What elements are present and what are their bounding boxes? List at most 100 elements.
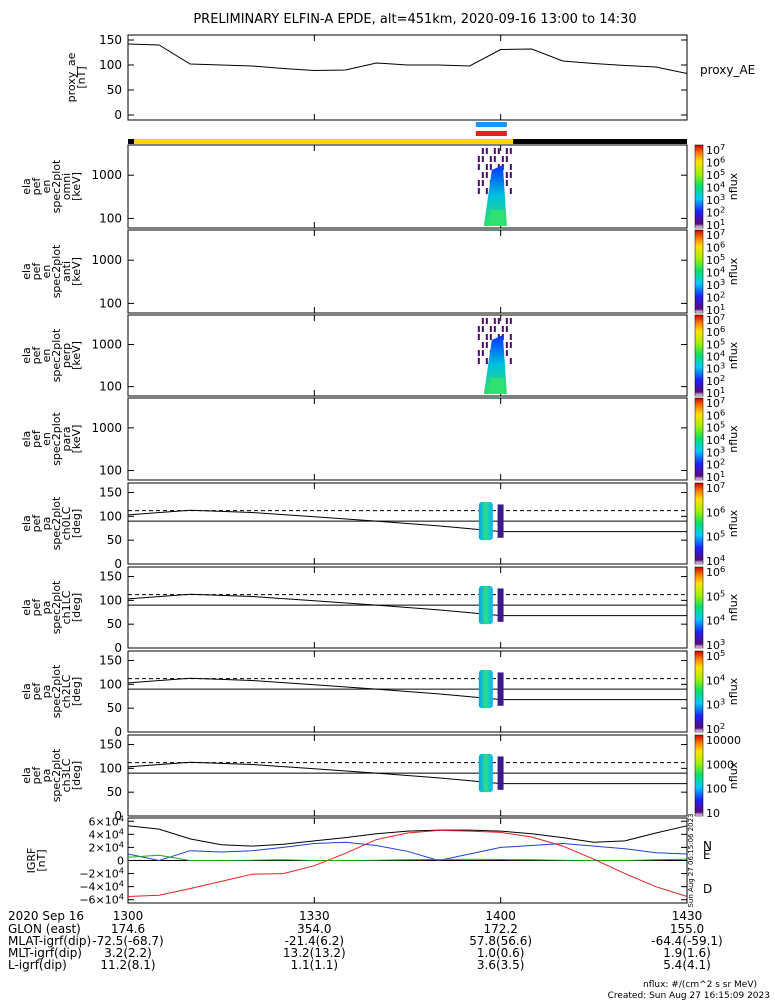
state-bar-segment xyxy=(128,139,135,144)
ae-ticklabel: 0 xyxy=(114,108,122,122)
energy-2-cb-label: 103 xyxy=(706,361,725,376)
energy-speckle xyxy=(477,156,480,162)
energy-ytick-label: 100 xyxy=(99,380,122,394)
pitch-3-ticklabel: 0 xyxy=(114,809,122,823)
pitch-flux-block xyxy=(478,586,493,625)
energy-ylabel-3-line: [keV] xyxy=(70,425,83,454)
energy-ylabel-2-line: ela xyxy=(20,347,33,364)
energy-speckle xyxy=(481,326,484,332)
energy-ylabel-2-line: [keV] xyxy=(70,341,83,370)
energy-speckle xyxy=(489,164,492,170)
energy-ylabel-2-line: perp xyxy=(60,343,73,368)
igrf-ylabel-line: [nT] xyxy=(35,849,48,871)
created-note: Created: Sun Aug 27 16:15:09 2023 xyxy=(608,991,770,1000)
energy-speckle xyxy=(481,172,484,178)
energy-speckle xyxy=(477,358,480,364)
footer-row-label: GLON (east) xyxy=(8,922,81,936)
pitch-ylabel-0-line: pa xyxy=(40,517,53,531)
energy-3-cb-label: 106 xyxy=(706,407,725,422)
pitch-0-cb-label: 105 xyxy=(706,529,725,544)
pitch-ylabel-3-line: ela xyxy=(20,767,33,784)
energy-speckle xyxy=(485,188,488,194)
pitch-flux-block xyxy=(478,754,493,793)
energy-speckle xyxy=(509,172,512,178)
pitch-ylabel-3-line: spec2plot xyxy=(50,748,63,802)
pitch-2-ticklabel: 0 xyxy=(114,725,122,739)
energy-1-cb-label: 106 xyxy=(706,240,725,255)
pitch-flux-edge xyxy=(497,756,504,790)
pitch-ylabel-0-line: [deg] xyxy=(70,509,83,538)
energy-speckle xyxy=(485,172,488,178)
energy-speckle xyxy=(509,164,512,170)
energy-low-band xyxy=(489,210,505,226)
energy-speckle xyxy=(485,334,488,340)
energy-speckle xyxy=(509,334,512,340)
energy-speckle xyxy=(485,164,488,170)
energy-1-cb-label: 105 xyxy=(706,252,725,267)
energy-speckle xyxy=(509,358,512,364)
pitch-flux-edge xyxy=(497,588,504,622)
energy-3-cb-label: 104 xyxy=(706,432,725,447)
footer-value: 174.6 xyxy=(111,922,145,936)
energy-1-colorbar xyxy=(694,229,704,314)
ae-legend: proxy_AE xyxy=(700,63,755,77)
energy-ytick-label: 100 xyxy=(99,211,122,225)
footer-time-label: 1400 xyxy=(485,909,516,923)
energy-low-band xyxy=(489,378,505,394)
pitch-1-ticklabel: 50 xyxy=(107,617,122,631)
igrf-legend-D: D xyxy=(703,882,712,896)
energy-speckle xyxy=(481,342,484,348)
igrf-ytick-label: −6×104 xyxy=(79,892,124,907)
pitch-0-colorbar xyxy=(694,482,704,565)
footer-row-label: MLAT-igrf(dip) xyxy=(8,934,91,948)
footer-time-label: 1430 xyxy=(672,909,703,923)
footer-value: -72.5(-68.7) xyxy=(92,934,163,948)
energy-panel-2 xyxy=(127,314,688,397)
energy-ylabel-2-line: spec2plot xyxy=(50,328,63,382)
energy-speckle xyxy=(505,156,508,162)
footer-value: 155.0 xyxy=(670,922,704,936)
pitch-0-cb-units: nflux xyxy=(727,509,740,537)
igrf-ylabel-line: IGRF xyxy=(25,848,38,874)
energy-ylabel-1-line: ela xyxy=(20,263,33,280)
energy-ylabel-3-line: spec2plot xyxy=(50,412,63,466)
energy-speckle xyxy=(505,326,508,332)
energy-speckle xyxy=(481,350,484,356)
pitch-2-cb-label: 105 xyxy=(706,648,725,663)
pitch-1-cb-label: 106 xyxy=(706,564,725,579)
energy-ylabel-0-line: ela xyxy=(20,178,33,195)
energy-speckle xyxy=(489,334,492,340)
pitch-ylabel-2-line: pa xyxy=(40,685,53,699)
igrf-series-E xyxy=(127,854,688,861)
pitch-ylabel-1-line: [deg] xyxy=(70,593,83,622)
energy-1-cb-units: nflux xyxy=(727,257,740,285)
energy-speckle xyxy=(493,148,496,154)
energy-speckle xyxy=(477,334,480,340)
chart-title: PRELIMINARY ELFIN-A EPDE, alt=451km, 202… xyxy=(193,12,636,27)
ae-ticklabel: 100 xyxy=(99,58,122,72)
pitch-panel-2 xyxy=(127,650,688,733)
energy-speckle xyxy=(501,156,504,162)
ae-series-line xyxy=(127,43,688,74)
energy-ytick-label: 1000 xyxy=(91,337,122,351)
igrf-ytick-label: 2×104 xyxy=(89,839,124,854)
energy-ytick-label: 100 xyxy=(99,296,122,310)
energy-speckle xyxy=(509,188,512,194)
energy-speckle xyxy=(497,318,500,324)
pitch-3-ticklabel: 50 xyxy=(107,785,122,799)
energy-0-cb-label: 104 xyxy=(706,180,725,195)
pitch-ylabel-1-line: pef xyxy=(30,598,43,617)
energy-0-cb-label: 106 xyxy=(706,155,725,170)
energy-speckle xyxy=(477,164,480,170)
energy-2-colorbar xyxy=(694,314,704,397)
pitch-3-cb-label: 10 xyxy=(706,807,720,820)
footer-time-label: 1300 xyxy=(113,909,144,923)
footer-row-label: 2020 Sep 16 xyxy=(8,909,84,923)
energy-3-cb-label: 101 xyxy=(706,469,725,484)
energy-1-cb-label: 103 xyxy=(706,277,725,292)
energy-0-colorbar xyxy=(694,144,704,229)
pitch-ylabel-2-line: ch2LC xyxy=(60,674,73,708)
energy-speckle xyxy=(489,326,492,332)
energy-speckle xyxy=(501,326,504,332)
